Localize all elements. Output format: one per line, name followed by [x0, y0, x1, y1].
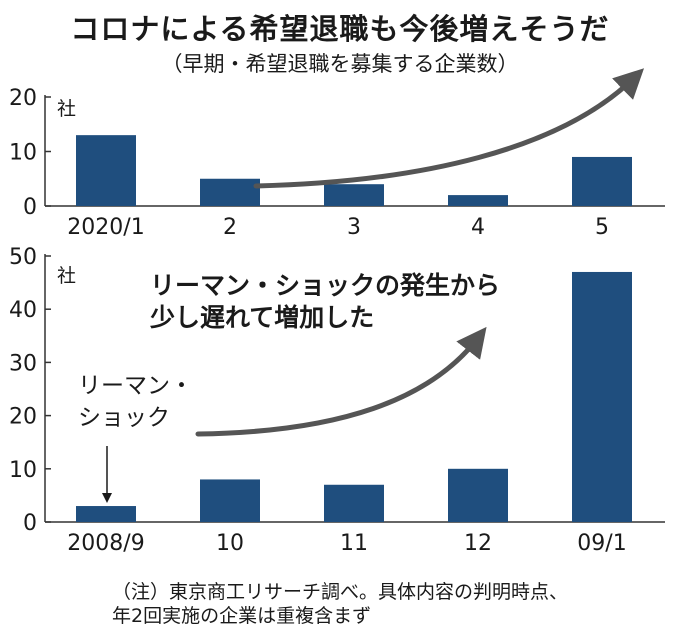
top-category-label: 2 — [223, 215, 237, 240]
bottom-y-tick-label: 10 — [9, 458, 37, 483]
top-category-label: 5 — [595, 215, 609, 240]
top-bar — [448, 195, 508, 206]
bottom-bar — [200, 479, 260, 522]
bottom-y-unit-label: 社 — [57, 265, 76, 287]
bottom-category-label: 09/1 — [577, 531, 626, 556]
bottom-category-label: 2008/9 — [67, 531, 144, 556]
top-bar — [76, 135, 136, 206]
chart-title: コロナによる希望退職も今後増えそうだ — [70, 12, 610, 46]
bottom-category-label: 12 — [464, 531, 492, 556]
trend-up-arrow-icon — [195, 326, 487, 437]
bottom-y-tick-label: 0 — [23, 511, 37, 536]
trend-up-arrow-icon — [253, 68, 645, 189]
bottom-bar — [76, 506, 136, 522]
top-bar — [572, 156, 632, 206]
bottom-bar — [572, 271, 632, 522]
bottom-y-tick-label: 40 — [9, 298, 37, 323]
footnote-line-2: 年2回実施の企業は重複含まず — [112, 605, 372, 627]
bottom-bar — [448, 468, 508, 522]
top-category-label: 3 — [347, 215, 361, 240]
bottom-y-tick-label: 50 — [9, 245, 37, 270]
bottom-category-label: 11 — [340, 531, 368, 556]
bottom-y-tick-label: 30 — [9, 351, 37, 376]
top-bar — [200, 178, 260, 206]
top-category-label: 2020/1 — [67, 215, 144, 240]
bottom-y-tick-label: 20 — [9, 405, 37, 430]
top-y-tick-label: 10 — [9, 141, 37, 166]
top-y-tick-label: 20 — [9, 86, 37, 111]
top-category-label: 4 — [471, 215, 485, 240]
top-y-unit-label: 社 — [57, 98, 76, 120]
main-annotation-text: 少し遅れて増加した — [149, 303, 374, 332]
lehman-shock-label: ショック — [78, 405, 170, 431]
main-annotation-text: リーマン・ショックの発生から — [150, 271, 500, 300]
bottom-bar — [324, 484, 384, 522]
chart-subtitle: （早期・希望退職を募集する企業数） — [161, 52, 519, 76]
top-bar — [324, 184, 384, 206]
lehman-shock-label: リーマン・ — [78, 373, 193, 399]
footnote-line-1: （注）東京商工リサーチ調べ。具体内容の判明時点、 — [112, 581, 569, 603]
top-y-tick-label: 0 — [23, 195, 37, 220]
bottom-category-label: 10 — [216, 531, 244, 556]
